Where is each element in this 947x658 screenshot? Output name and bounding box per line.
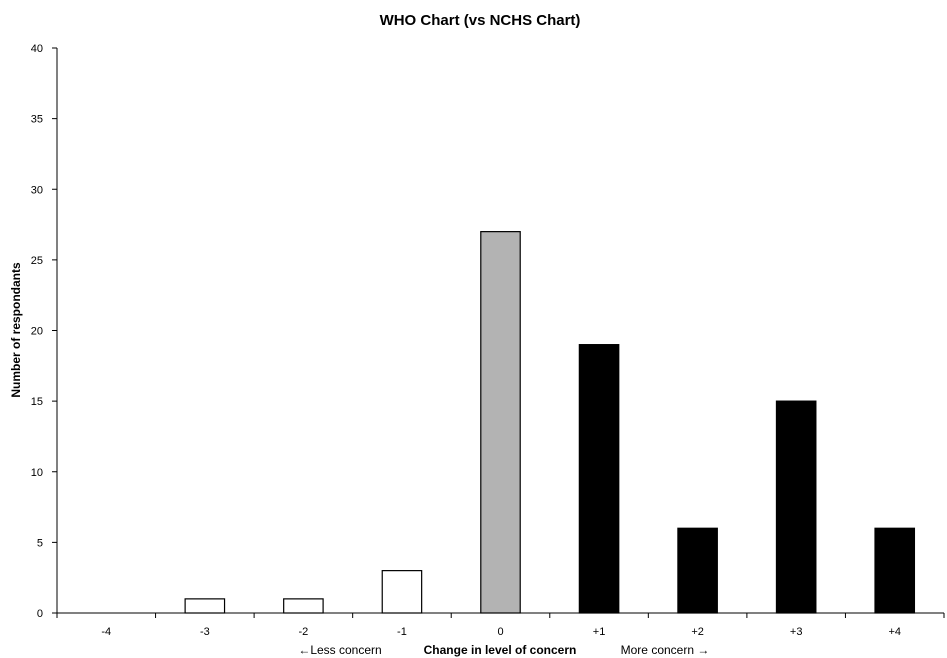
- plot-area: [184, 231, 916, 614]
- y-tick-label: 0: [37, 608, 43, 620]
- x-tick-label: +4: [888, 626, 901, 638]
- bar: [184, 598, 226, 614]
- x-tick-label: -1: [397, 626, 407, 638]
- y-tick-label: 15: [31, 396, 43, 408]
- bar: [578, 344, 620, 614]
- less-concern-note: ←Less concern: [298, 643, 381, 657]
- bar: [874, 527, 916, 614]
- y-tick-label: 25: [31, 255, 43, 267]
- chart-title: WHO Chart (vs NCHS Chart): [380, 12, 581, 29]
- more-concern-note: More concern →: [621, 643, 710, 657]
- x-tick-label: -2: [298, 626, 308, 638]
- x-tick-label: -3: [200, 626, 210, 638]
- bar: [283, 598, 324, 614]
- y-tick-label: 10: [31, 467, 43, 479]
- x-tick-label: -4: [101, 626, 111, 638]
- x-axis-label: Change in level of concern: [424, 643, 577, 657]
- y-tick-label: 20: [31, 326, 43, 338]
- y-ticks: 0 5 10 15 20 25 30 35 40: [31, 43, 57, 620]
- y-tick-label: 30: [31, 184, 43, 196]
- bar: [381, 570, 423, 614]
- y-axis-label: Number of respondants: [9, 262, 23, 398]
- bar: [677, 527, 718, 614]
- y-tick-label: 5: [37, 537, 43, 549]
- bar: [480, 231, 521, 614]
- y-tick-label: 40: [31, 43, 43, 55]
- x-tick-label: +3: [790, 626, 803, 638]
- bar: [775, 400, 817, 614]
- x-tick-label: +2: [691, 626, 704, 638]
- x-ticks: -4 -3 -2 -1 0 +1 +2 +3 +4: [56, 613, 945, 638]
- x-tick-label: 0: [497, 626, 503, 638]
- y-tick-label: 35: [31, 114, 43, 126]
- x-tick-label: +1: [593, 626, 606, 638]
